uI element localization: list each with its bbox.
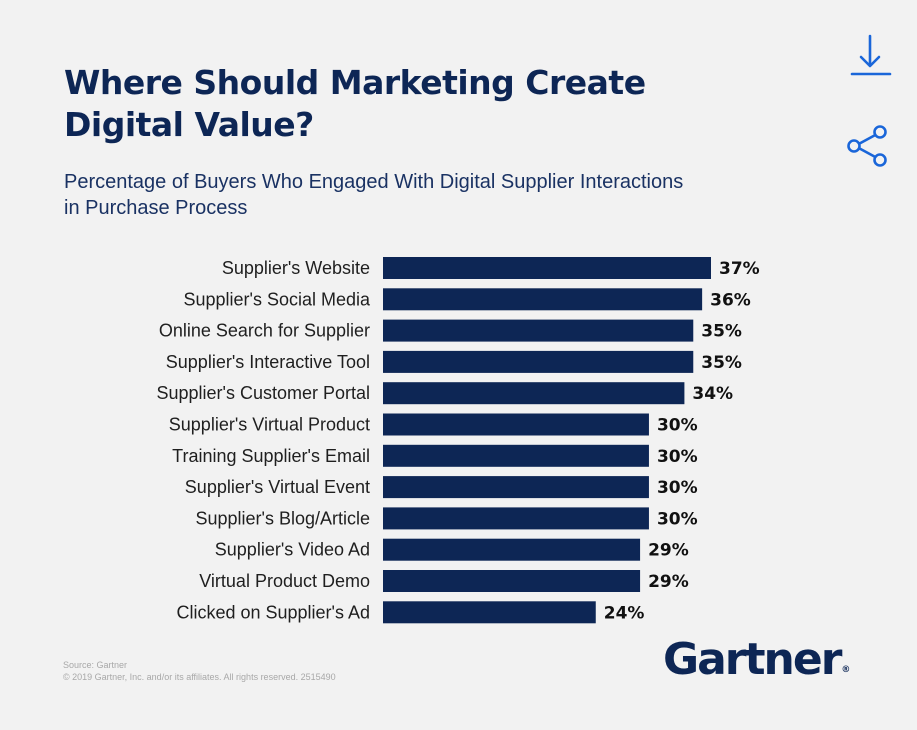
- share-button[interactable]: [843, 122, 891, 170]
- value-label: 30%: [657, 416, 698, 436]
- bar: [383, 507, 649, 530]
- logo-text: Gartner: [663, 634, 842, 685]
- value-label: 30%: [657, 447, 698, 467]
- bar: [383, 601, 596, 624]
- bar: [383, 444, 649, 467]
- copyright-text: © 2019 Gartner, Inc. and/or its affiliat…: [63, 672, 336, 682]
- value-label: 34%: [692, 384, 733, 404]
- logo-registered-mark: ®: [841, 665, 851, 675]
- category-label: Online Search for Supplier: [159, 321, 370, 341]
- value-label: 30%: [657, 509, 698, 529]
- category-label: Supplier's Interactive Tool: [166, 352, 370, 372]
- bar: [383, 538, 641, 561]
- bar: [383, 476, 649, 499]
- bar: [383, 570, 641, 592]
- category-label: Supplier's Virtual Event: [185, 477, 370, 497]
- download-button[interactable]: [846, 34, 894, 82]
- category-label: Clicked on Supplier's Ad: [176, 602, 370, 622]
- category-label: Supplier's Social Media: [183, 289, 371, 309]
- download-icon: [850, 34, 892, 76]
- gartner-logo[interactable]: Gartner®: [663, 634, 850, 685]
- category-label: Virtual Product Demo: [199, 571, 370, 591]
- category-label: Supplier's Video Ad: [215, 540, 370, 560]
- bar: [383, 319, 694, 342]
- value-label: 36%: [710, 290, 751, 310]
- bar: [383, 350, 694, 373]
- source-text: Source: Gartner: [63, 660, 128, 670]
- share-icon: [847, 125, 887, 167]
- value-label: 29%: [648, 541, 689, 561]
- bar: [383, 413, 649, 436]
- value-label: 24%: [604, 603, 645, 623]
- source-note: Source: Gartner © 2019 Gartner, Inc. and…: [63, 659, 463, 683]
- value-label: 35%: [701, 353, 742, 373]
- chart-subtitle: Percentage of Buyers Who Engaged With Di…: [64, 171, 684, 219]
- category-label: Supplier's Website: [222, 258, 370, 278]
- value-label: 37%: [719, 259, 760, 279]
- bar: [383, 288, 703, 311]
- value-label: 29%: [648, 572, 689, 592]
- value-label: 30%: [657, 478, 698, 498]
- bar: [383, 257, 711, 279]
- bar: [383, 382, 685, 405]
- value-label: 35%: [701, 322, 742, 342]
- chart-title: Where Should Marketing Create Digital Va…: [64, 63, 646, 144]
- category-label: Supplier's Blog/Article: [195, 508, 370, 528]
- category-label: Supplier's Virtual Product: [169, 415, 370, 435]
- category-label: Supplier's Customer Portal: [156, 383, 370, 403]
- category-label: Training Supplier's Email: [172, 446, 370, 466]
